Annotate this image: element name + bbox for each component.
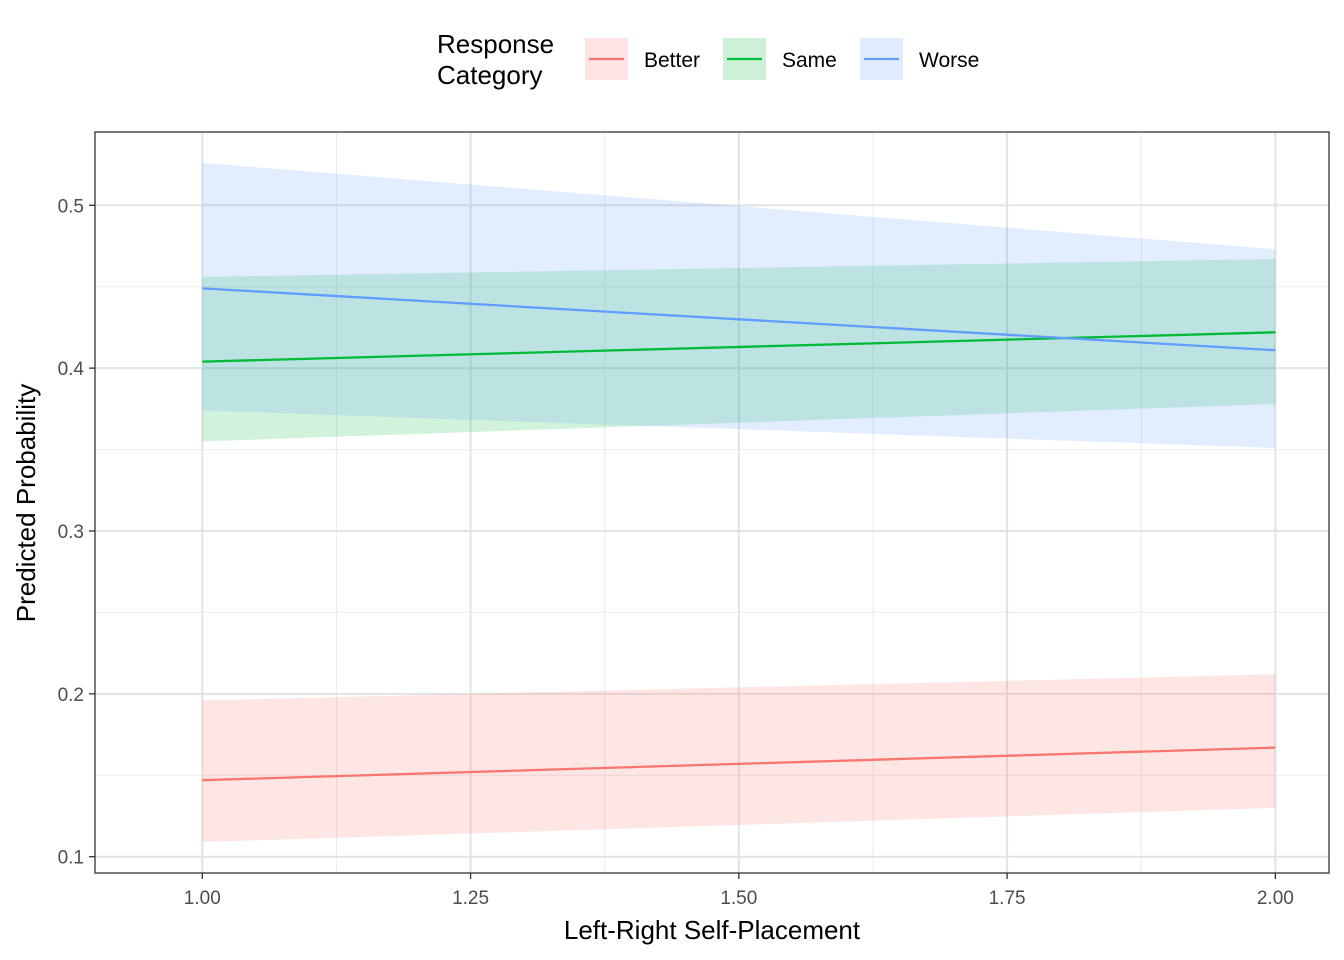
y-tick-label: 0.2	[58, 685, 84, 706]
series-line-same	[202, 331, 1276, 363]
plot-panel	[94, 131, 1330, 874]
x-axis: 1.00 1.25 1.50 1.75 2.00	[184, 873, 1294, 909]
grid-major	[95, 132, 1329, 873]
x-tick-label: 2.00	[1257, 888, 1294, 909]
grid-minor	[95, 132, 1329, 873]
series-line-worse	[202, 287, 1276, 352]
x-axis-title: Left-Right Self-Placement	[564, 915, 861, 945]
x-tick-label: 1.25	[452, 888, 489, 909]
y-tick-label: 0.4	[58, 359, 85, 380]
legend-label-same: Same	[782, 49, 837, 72]
series-lines	[202, 287, 1276, 782]
y-tick-label: 0.1	[58, 848, 84, 869]
legend-title-line2: Category	[437, 60, 543, 90]
legend-label-better: Better	[644, 49, 700, 72]
y-axis-title: Predicted Probability	[11, 384, 41, 622]
y-axis: 0.1 0.2 0.3 0.4 0.5	[58, 196, 95, 869]
x-tick-label: 1.75	[989, 888, 1026, 909]
x-tick-label: 1.50	[720, 888, 757, 909]
legend-label-worse: Worse	[919, 49, 979, 72]
y-tick-label: 0.3	[58, 522, 84, 543]
panel-border	[94, 131, 1330, 874]
legend: Response Category Better Same Worse	[437, 29, 979, 90]
x-tick-label: 1.00	[184, 888, 221, 909]
y-tick-label: 0.5	[58, 196, 84, 217]
ribbon-better	[202, 674, 1276, 843]
ribbon-worse	[202, 162, 1276, 448]
legend-title-line1: Response	[437, 29, 554, 59]
series-line-better	[202, 746, 1276, 782]
